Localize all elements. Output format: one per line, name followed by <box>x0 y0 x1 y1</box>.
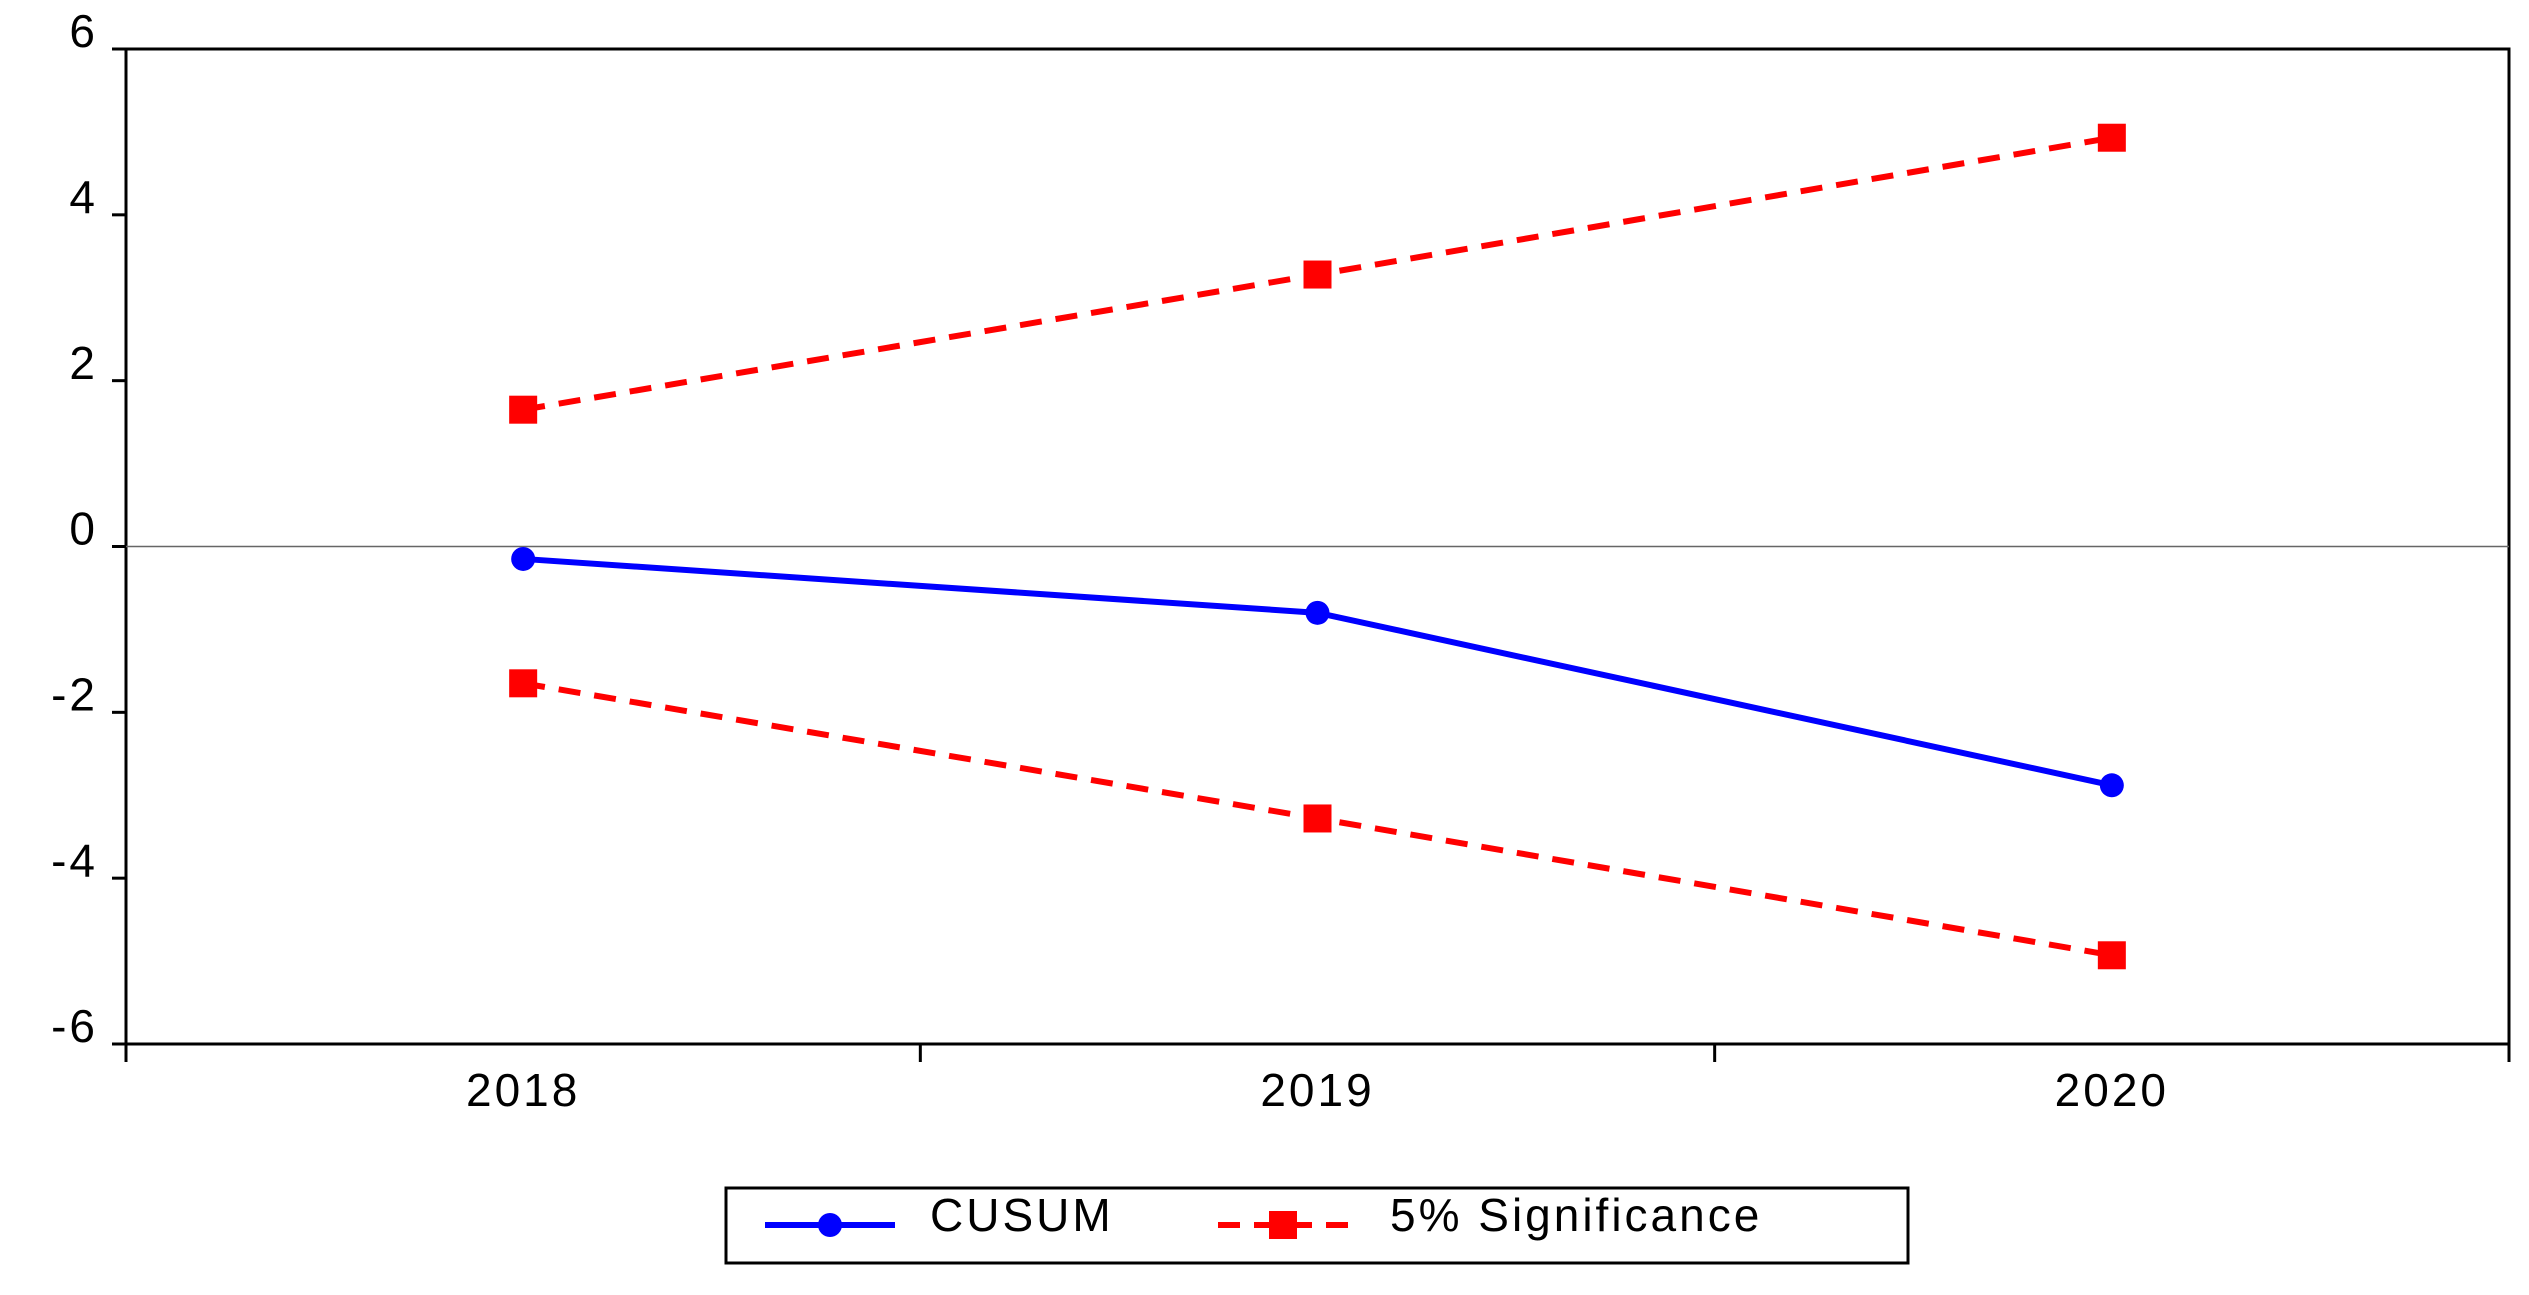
x-tick-label: 2020 <box>2055 1064 2169 1116</box>
y-tick-label: -2 <box>51 668 98 720</box>
legend-box <box>724 1186 1910 1265</box>
y-tick-label: 0 <box>69 503 98 555</box>
legend-marker <box>818 1213 842 1237</box>
legend-label: CUSUM <box>930 1189 1114 1241</box>
y-tick-label: 4 <box>69 171 98 223</box>
cusum-line <box>522 555 2113 789</box>
x-tick-label: 2019 <box>1260 1064 1374 1116</box>
y-tick-label: 6 <box>69 5 98 57</box>
point <box>1303 804 1332 833</box>
legend-marker <box>1269 1211 1297 1239</box>
point <box>1303 260 1332 289</box>
point <box>1305 600 1330 625</box>
point <box>509 395 538 424</box>
point <box>2099 773 2124 798</box>
y-tick-label: -4 <box>51 834 98 886</box>
point <box>509 669 538 698</box>
x-tick-label: 2018 <box>466 1064 580 1116</box>
point <box>511 546 536 571</box>
legend-label: 5% Significance <box>1390 1189 1762 1241</box>
point <box>2097 123 2126 152</box>
y-tick-label: 2 <box>69 337 98 389</box>
y-tick-label: -6 <box>51 1000 98 1052</box>
point <box>2097 941 2126 970</box>
